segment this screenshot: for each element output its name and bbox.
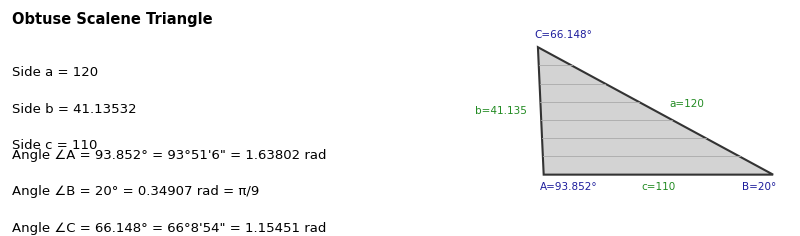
Text: A=93.852°: A=93.852°: [540, 182, 598, 192]
Text: b=41.135: b=41.135: [475, 106, 527, 116]
Text: C=66.148°: C=66.148°: [534, 30, 593, 40]
Text: Side a = 120: Side a = 120: [12, 66, 98, 79]
Text: B=20°: B=20°: [742, 182, 777, 192]
Text: Obtuse Scalene Triangle: Obtuse Scalene Triangle: [12, 12, 213, 27]
Text: Angle ∠A = 93.852° = 93°51'6" = 1.63802 rad: Angle ∠A = 93.852° = 93°51'6" = 1.63802 …: [12, 149, 326, 162]
Text: a=120: a=120: [669, 99, 704, 109]
Text: Side b = 41.13532: Side b = 41.13532: [12, 103, 137, 116]
Polygon shape: [538, 47, 773, 175]
Text: Angle ∠C = 66.148° = 66°8'54" = 1.15451 rad: Angle ∠C = 66.148° = 66°8'54" = 1.15451 …: [12, 222, 326, 235]
Text: c=110: c=110: [642, 182, 675, 192]
Text: Side c = 110: Side c = 110: [12, 139, 98, 152]
Text: Angle ∠B = 20° = 0.34907 rad = π/9: Angle ∠B = 20° = 0.34907 rad = π/9: [12, 185, 259, 198]
